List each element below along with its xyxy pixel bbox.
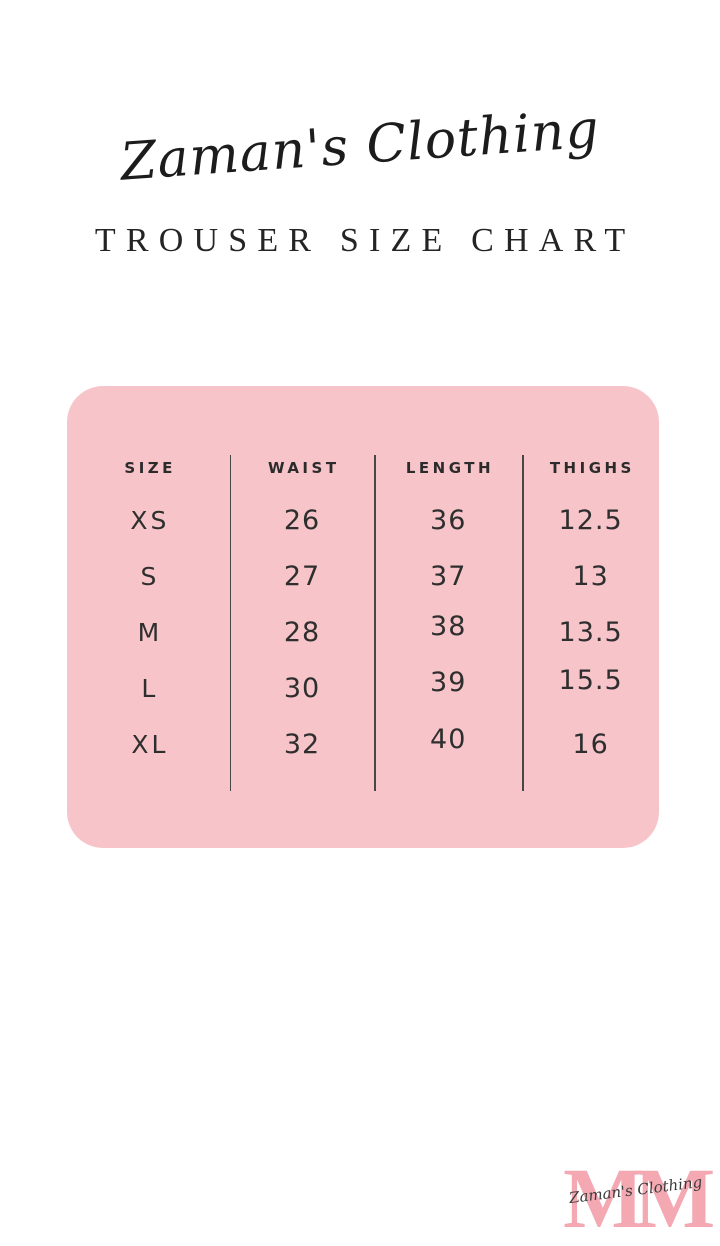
column-header-thighs: THIGHS	[549, 459, 635, 477]
cell-waist: 30	[283, 672, 321, 704]
size-chart-table: SIZE WAIST LENGTH THIGHS XS 26 36 12.5 S…	[67, 444, 659, 772]
column-divider	[522, 455, 524, 791]
monogram-mm: MM	[563, 1150, 715, 1246]
column-header-size: SIZE	[124, 459, 176, 477]
cell-length: 40	[430, 723, 467, 755]
brand-script-title-wrap: Zaman's Clothing	[0, 99, 720, 192]
table-header-row: SIZE WAIST LENGTH THIGHS	[67, 444, 659, 492]
cell-thighs: 12.5	[558, 504, 623, 536]
cell-waist: 28	[283, 616, 321, 648]
cell-waist: 26	[283, 504, 321, 536]
cell-thighs: 13.5	[558, 616, 623, 648]
table-row: XS 26 36 12.5	[67, 492, 659, 548]
cell-size: L	[141, 673, 159, 703]
cell-size: XS	[130, 505, 170, 535]
size-chart-panel: SIZE WAIST LENGTH THIGHS XS 26 36 12.5 S…	[67, 386, 659, 848]
cell-size: M	[137, 617, 163, 647]
cell-waist: 27	[283, 560, 321, 592]
cell-length: 38	[430, 610, 467, 642]
brand-script-title: Zaman's Clothing	[118, 99, 602, 193]
cell-thighs: 15.5	[558, 664, 623, 696]
column-header-waist: WAIST	[267, 459, 340, 477]
cell-length: 36	[430, 504, 467, 536]
cell-thighs: 16	[572, 728, 609, 760]
column-header-length: LENGTH	[405, 459, 495, 477]
column-divider	[229, 455, 232, 791]
page-title: TROUSER SIZE CHART	[94, 222, 636, 259]
cell-length: 37	[430, 560, 467, 592]
cell-size: S	[140, 561, 160, 591]
brand-watermark: MM Zaman's Clothing	[554, 1155, 715, 1241]
cell-size: XL	[131, 729, 169, 759]
cell-thighs: 13	[572, 560, 609, 592]
table-row: M 28 38 13.5	[67, 604, 659, 660]
cell-length: 39	[430, 666, 467, 698]
cell-waist: 32	[283, 728, 321, 760]
table-row: XL 32 40 16	[67, 716, 659, 772]
column-divider	[374, 455, 376, 791]
table-row: S 27 37 13	[67, 548, 659, 604]
table-row: L 30 39 15.5	[67, 660, 659, 716]
